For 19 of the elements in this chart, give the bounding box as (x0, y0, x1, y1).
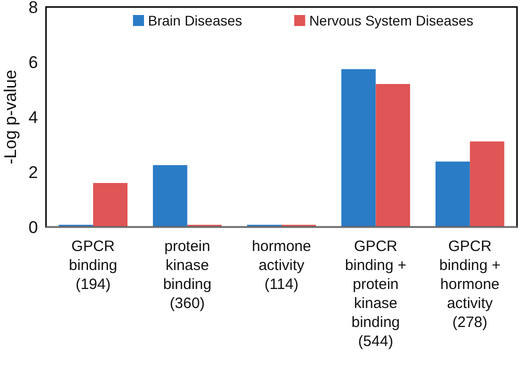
legend-label: Brain Diseases (148, 12, 242, 28)
y-tick-label: 4 (28, 108, 38, 127)
y-axis-title: -Log p-value (1, 70, 20, 164)
bar (152, 165, 188, 227)
y-tick-label: 6 (28, 52, 38, 72)
legend-label: Nervous System Diseases (309, 12, 474, 28)
bar (436, 162, 470, 227)
x-tick-label: GPCR binding + hormone activity (278) (439, 238, 501, 331)
x-tick-label: GPCR binding + protein kinase binding (544) (345, 238, 407, 350)
bar (341, 69, 376, 227)
x-tick-label: hormone activity (114) (252, 238, 312, 293)
x-tick-label: protein kinase binding (360) (163, 238, 212, 312)
bar (93, 183, 128, 227)
y-tick-label: 2 (28, 162, 38, 182)
x-tick-label: GPCR binding (194) (68, 238, 118, 293)
bar (376, 84, 410, 227)
bar (470, 141, 504, 227)
y-tick-label: 0 (28, 218, 38, 237)
y-tick-label: 8 (28, 0, 38, 17)
